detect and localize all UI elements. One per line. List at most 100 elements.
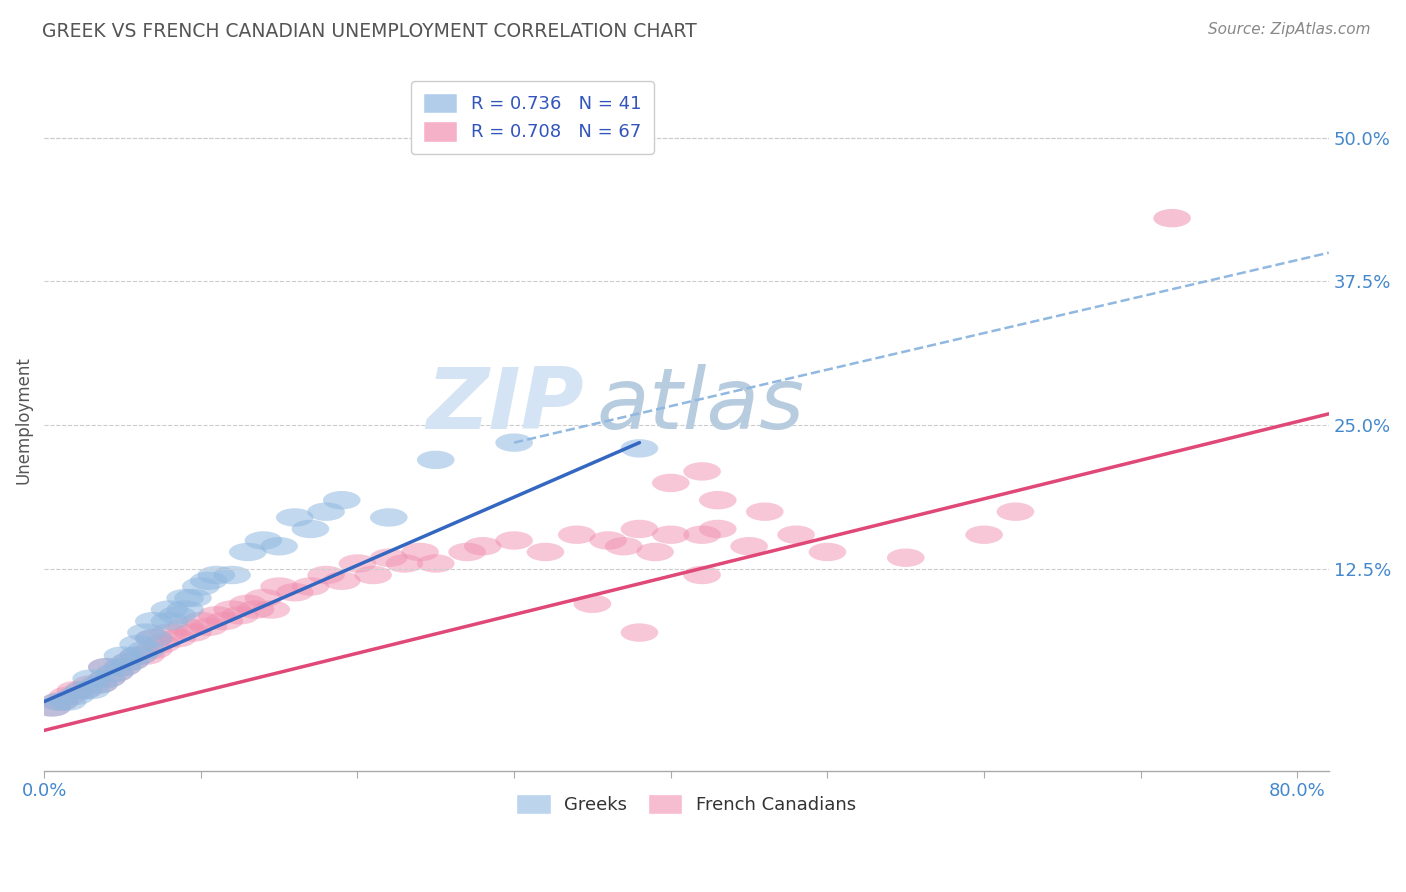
Ellipse shape [120, 647, 157, 665]
Ellipse shape [699, 491, 737, 509]
Ellipse shape [221, 606, 259, 624]
Ellipse shape [65, 681, 103, 699]
Ellipse shape [174, 624, 212, 641]
Ellipse shape [49, 692, 86, 711]
Ellipse shape [401, 542, 439, 561]
Ellipse shape [589, 532, 627, 549]
Ellipse shape [135, 629, 173, 648]
Ellipse shape [236, 600, 274, 619]
Ellipse shape [652, 525, 689, 544]
Ellipse shape [127, 640, 165, 659]
Ellipse shape [143, 635, 180, 653]
Ellipse shape [41, 692, 79, 711]
Ellipse shape [339, 554, 377, 573]
Ellipse shape [464, 537, 502, 556]
Ellipse shape [558, 525, 596, 544]
Ellipse shape [34, 698, 70, 716]
Ellipse shape [159, 606, 195, 624]
Ellipse shape [966, 525, 1002, 544]
Ellipse shape [323, 491, 360, 509]
Ellipse shape [96, 664, 134, 682]
Ellipse shape [323, 572, 360, 590]
Ellipse shape [370, 549, 408, 567]
Ellipse shape [89, 658, 125, 676]
Ellipse shape [150, 612, 188, 631]
Ellipse shape [354, 566, 392, 584]
Ellipse shape [449, 542, 486, 561]
Ellipse shape [605, 537, 643, 556]
Ellipse shape [574, 595, 612, 613]
Ellipse shape [72, 681, 110, 699]
Ellipse shape [652, 474, 689, 492]
Text: Source: ZipAtlas.com: Source: ZipAtlas.com [1208, 22, 1371, 37]
Ellipse shape [495, 532, 533, 549]
Ellipse shape [104, 658, 141, 676]
Y-axis label: Unemployment: Unemployment [15, 356, 32, 483]
Ellipse shape [96, 664, 134, 682]
Ellipse shape [620, 439, 658, 458]
Ellipse shape [56, 681, 94, 699]
Ellipse shape [80, 675, 118, 694]
Ellipse shape [620, 624, 658, 641]
Ellipse shape [80, 675, 118, 694]
Ellipse shape [174, 589, 212, 607]
Ellipse shape [778, 525, 815, 544]
Ellipse shape [370, 508, 408, 526]
Ellipse shape [49, 687, 86, 705]
Ellipse shape [65, 681, 103, 699]
Ellipse shape [34, 698, 70, 716]
Ellipse shape [1153, 209, 1191, 227]
Ellipse shape [683, 525, 721, 544]
Ellipse shape [56, 687, 94, 705]
Ellipse shape [418, 450, 454, 469]
Ellipse shape [683, 462, 721, 481]
Ellipse shape [887, 549, 925, 567]
Ellipse shape [120, 635, 157, 653]
Ellipse shape [214, 566, 250, 584]
Ellipse shape [699, 520, 737, 538]
Ellipse shape [41, 692, 79, 711]
Ellipse shape [72, 675, 110, 694]
Ellipse shape [190, 617, 228, 636]
Ellipse shape [104, 647, 141, 665]
Ellipse shape [260, 537, 298, 556]
Ellipse shape [150, 624, 188, 641]
Ellipse shape [308, 502, 344, 521]
Ellipse shape [291, 520, 329, 538]
Ellipse shape [276, 583, 314, 601]
Ellipse shape [135, 612, 173, 631]
Ellipse shape [166, 600, 204, 619]
Ellipse shape [637, 542, 673, 561]
Ellipse shape [620, 520, 658, 538]
Ellipse shape [229, 595, 267, 613]
Ellipse shape [495, 434, 533, 452]
Ellipse shape [181, 612, 219, 631]
Ellipse shape [111, 652, 149, 671]
Ellipse shape [127, 624, 165, 641]
Ellipse shape [291, 577, 329, 596]
Ellipse shape [166, 617, 204, 636]
Ellipse shape [276, 508, 314, 526]
Ellipse shape [159, 629, 195, 648]
Ellipse shape [120, 647, 157, 665]
Text: atlas: atlas [596, 364, 804, 447]
Ellipse shape [89, 658, 125, 676]
Ellipse shape [418, 554, 454, 573]
Ellipse shape [808, 542, 846, 561]
Ellipse shape [527, 542, 564, 561]
Text: ZIP: ZIP [426, 364, 583, 447]
Ellipse shape [730, 537, 768, 556]
Ellipse shape [997, 502, 1035, 521]
Ellipse shape [747, 502, 783, 521]
Ellipse shape [89, 669, 125, 688]
Ellipse shape [166, 589, 204, 607]
Ellipse shape [229, 542, 267, 561]
Ellipse shape [72, 669, 110, 688]
Ellipse shape [214, 600, 250, 619]
Ellipse shape [89, 669, 125, 688]
Ellipse shape [127, 647, 165, 665]
Ellipse shape [245, 589, 283, 607]
Ellipse shape [308, 566, 344, 584]
Ellipse shape [260, 577, 298, 596]
Ellipse shape [111, 652, 149, 671]
